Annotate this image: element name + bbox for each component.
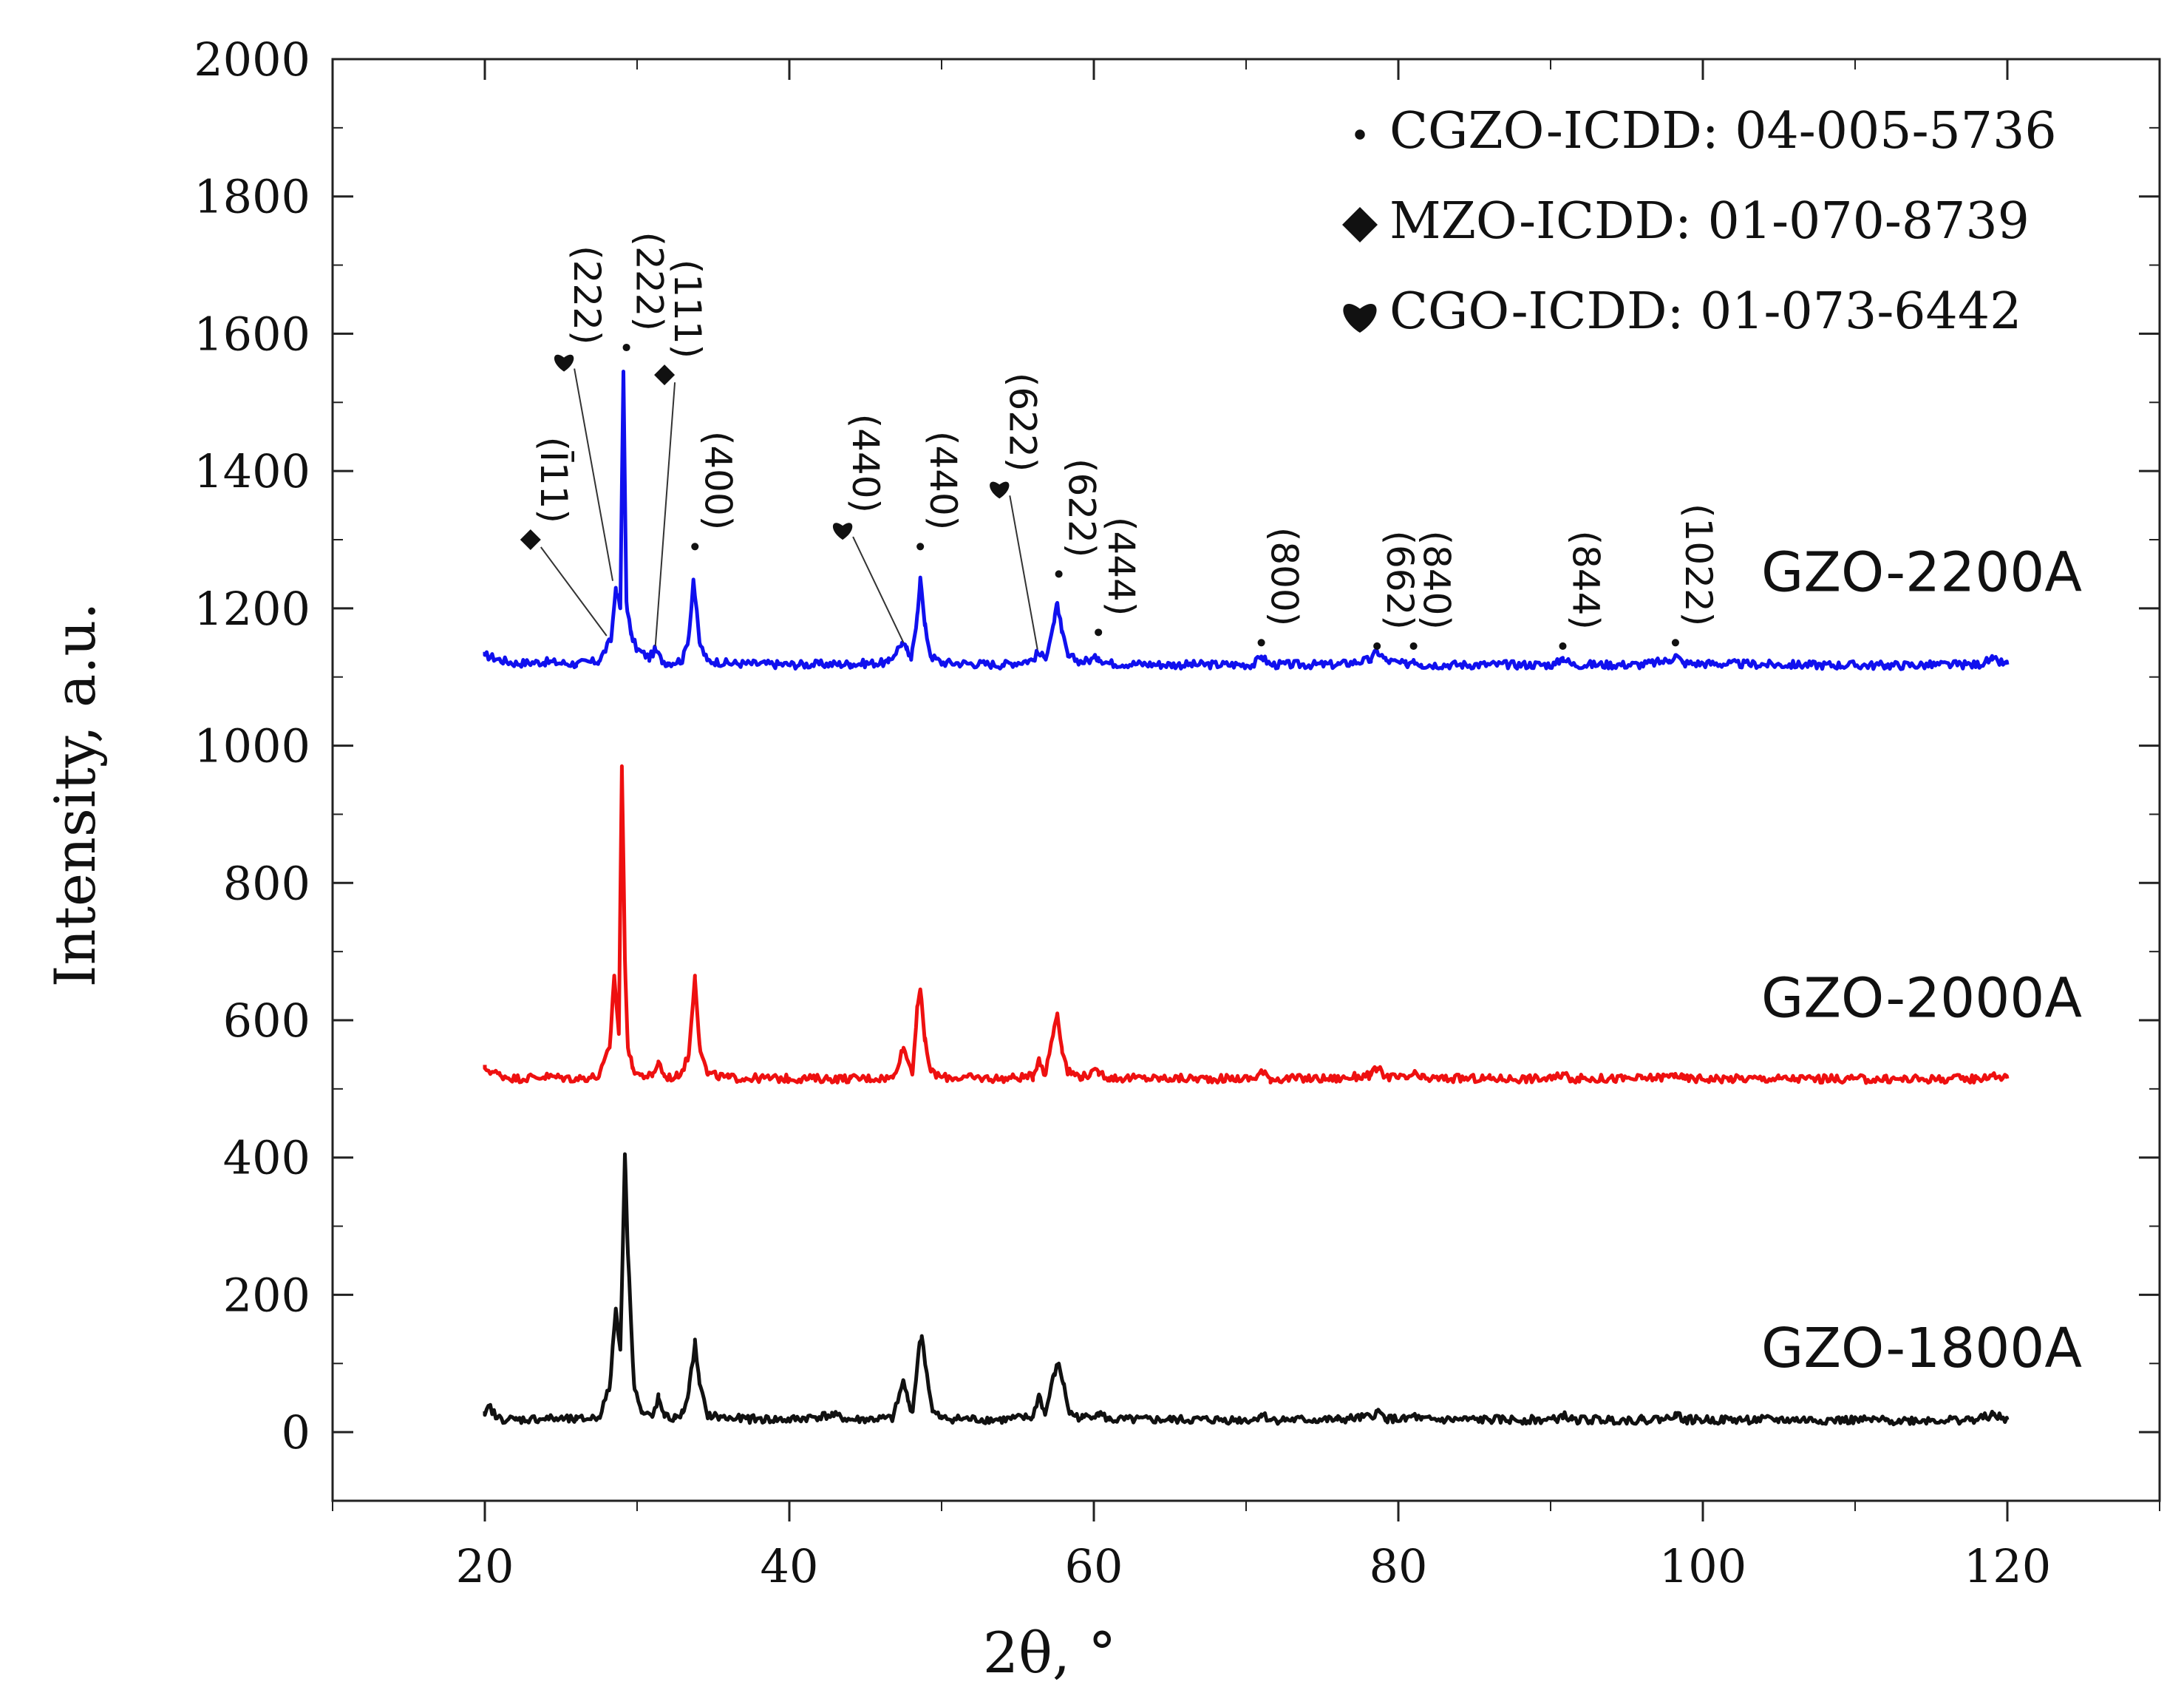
annotation-marker-dot	[1257, 639, 1265, 647]
x-tick-label: 120	[1964, 1539, 2051, 1593]
y-tick-label: 200	[223, 1268, 310, 1322]
annotation-leader-line	[1009, 495, 1038, 650]
annotation-label: (400)	[696, 431, 739, 530]
annotation-label: (111)	[666, 259, 709, 359]
legend-entry-label: CGZO-ICDD: 04-005-5736	[1389, 102, 2057, 160]
y-tick-label: 1000	[194, 719, 310, 773]
annotation-label: (440)	[844, 414, 887, 513]
annotation-label: (440)	[922, 431, 965, 530]
series-label: GZO-2000A	[1761, 966, 2082, 1030]
series-line-gzo-2200a	[483, 370, 2010, 671]
annotation-marker-dot	[1559, 642, 1567, 650]
annotation-label: (662)	[1378, 530, 1421, 629]
y-tick-label: 800	[223, 856, 310, 910]
legend-marker-dot	[1355, 129, 1365, 140]
series-line-gzo-1800a	[483, 1152, 2010, 1427]
series-label: GZO-2200A	[1761, 541, 2082, 605]
annotation-marker-dot	[1373, 642, 1381, 650]
y-tick-label: 2000	[194, 33, 310, 86]
annotation-marker-heart	[554, 354, 574, 372]
annotation-marker-dot	[622, 343, 630, 352]
annotation-label: (800)	[1263, 527, 1306, 626]
annotation-leader-line	[852, 536, 905, 643]
plot-area: GZO-2200A GZO-2000A GZO-1800A (Ī11) (222) (22…	[483, 232, 2082, 1427]
y-tick-label: 1200	[194, 582, 310, 636]
annotation-marker-dot	[1671, 639, 1679, 647]
y-tick-label: 400	[223, 1131, 310, 1185]
y-axis-label: Intensity, a.u.	[42, 602, 108, 987]
x-tick-label: 80	[1370, 1539, 1428, 1593]
annotation-label: (844)	[1564, 530, 1607, 629]
legend-entry-label: MZO-ICDD: 01-070-8739	[1389, 192, 2030, 251]
y-tick-label: 1600	[194, 307, 310, 361]
annotation-label: (1022)	[1677, 503, 1720, 626]
annotation-label: (840)	[1415, 530, 1458, 629]
x-tick-label: 40	[761, 1539, 819, 1593]
annotation-marker-dot	[1095, 628, 1103, 637]
annotation-marker-dot	[1409, 642, 1418, 650]
annotation-marker-dot	[1055, 570, 1063, 578]
annotation-marker-heart	[990, 481, 1010, 499]
series-line-gzo-2000a	[483, 764, 2010, 1085]
legend-marker-heart	[1343, 303, 1377, 333]
x-tick-label: 20	[456, 1539, 514, 1593]
y-tick-label: 1800	[194, 170, 310, 224]
annotation-label: (222)	[628, 232, 671, 331]
annotation-marker-diamond	[654, 364, 676, 386]
y-tick-label: 0	[282, 1405, 310, 1459]
annotation-leader-line	[540, 546, 608, 637]
x-tick-label: 100	[1659, 1539, 1746, 1593]
annotation-label: (622)	[1001, 373, 1044, 472]
annotation-marker-dot	[691, 543, 699, 551]
x-tick-label: 60	[1065, 1539, 1123, 1593]
legend: CGZO-ICDD: 04-005-5736 MZO-ICDD: 01-070-8…	[1342, 102, 2057, 341]
annotation-label: (444)	[1100, 517, 1143, 616]
annotation-leader-line	[654, 382, 676, 647]
legend-marker-diamond	[1342, 207, 1378, 242]
annotation-leader-line	[574, 368, 614, 581]
annotation-marker-diamond	[520, 529, 541, 550]
annotation-marker-dot	[916, 543, 925, 551]
annotation-label: (222)	[565, 245, 608, 345]
x-axis-label: 2θ, °	[983, 1620, 1116, 1686]
y-tick-label: 1400	[194, 444, 310, 498]
annotation-label: (622)	[1061, 458, 1103, 557]
annotation-marker-heart	[832, 523, 853, 540]
axes: 0 200 400 600 800 1000 1200 1400 1600 1800 2000 20 4…	[194, 33, 2161, 1593]
annotation-label: (Ī11)	[532, 437, 575, 523]
series-label: GZO-1800A	[1761, 1317, 2082, 1380]
legend-entry-label: CGO-ICDD: 01-073-6442	[1389, 282, 2021, 341]
y-tick-label: 600	[223, 994, 310, 1048]
